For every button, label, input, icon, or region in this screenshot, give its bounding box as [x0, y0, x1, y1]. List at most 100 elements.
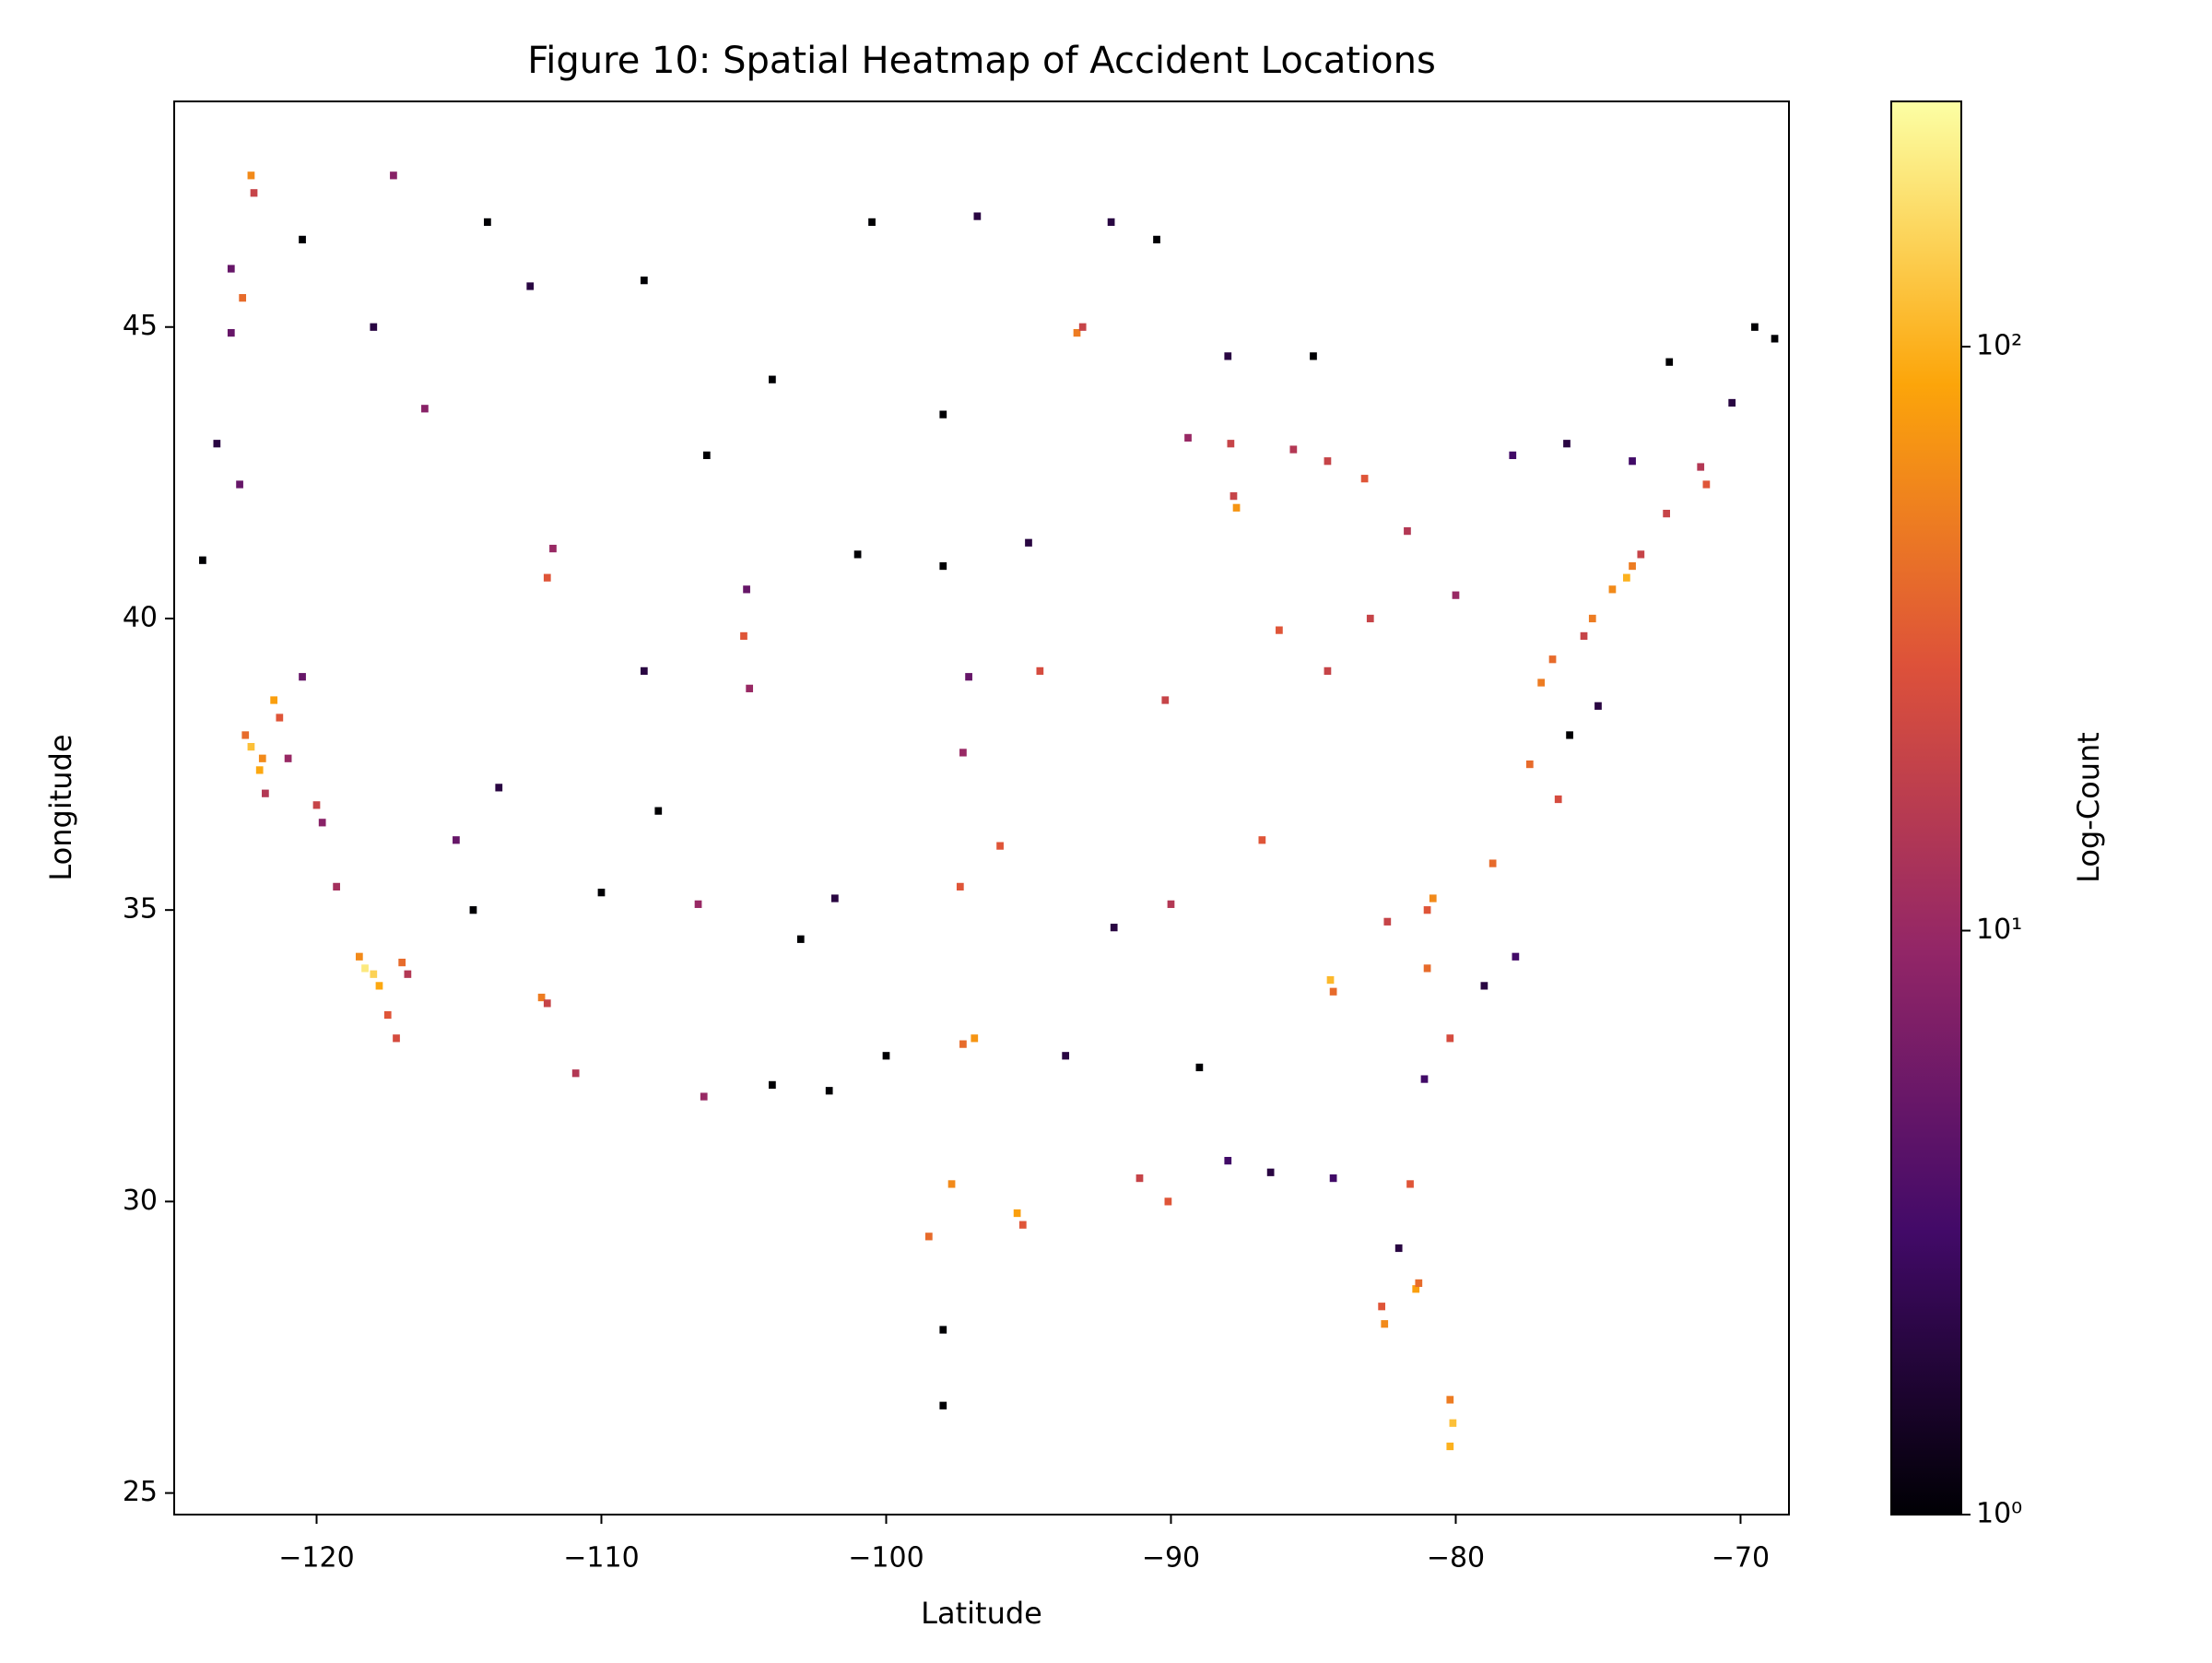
heat-cell — [924, 1233, 933, 1241]
heat-cell — [1420, 1075, 1429, 1083]
heat-cell — [1771, 335, 1779, 343]
heat-cell — [939, 1401, 947, 1409]
colorbar — [1891, 101, 1961, 1515]
heat-cell — [355, 952, 363, 961]
heat-cell — [654, 807, 663, 815]
heat-cell — [1429, 894, 1437, 902]
heat-cell — [1078, 323, 1087, 331]
heat-cell — [694, 900, 702, 908]
y-tick-label: 40 — [123, 601, 158, 633]
heat-cell — [1036, 666, 1044, 675]
heat-cell — [1637, 550, 1645, 559]
heatmap — [199, 171, 1779, 1451]
heat-cell — [1161, 696, 1170, 704]
heat-cell — [1412, 1285, 1420, 1293]
heat-cell — [1608, 585, 1617, 594]
heat-cell — [1366, 614, 1374, 623]
heat-cell — [1446, 1442, 1454, 1451]
x-tick-label: −110 — [563, 1542, 639, 1575]
heat-cell — [1324, 666, 1332, 675]
heat-cell — [1423, 906, 1431, 914]
heat-cell — [740, 631, 747, 641]
x-tick-label: −70 — [1712, 1542, 1770, 1575]
heat-cell — [831, 894, 839, 902]
heat-cell — [239, 294, 247, 302]
heat-cell — [255, 766, 264, 774]
heat-cell — [1629, 561, 1636, 571]
heat-cell — [1289, 445, 1298, 454]
heat-cell — [947, 1180, 956, 1188]
heat-cell — [1135, 1174, 1144, 1183]
heat-cell — [526, 282, 535, 290]
heat-cell — [361, 964, 369, 973]
heat-cell — [1073, 328, 1081, 337]
heat-cell — [1449, 1419, 1457, 1427]
heat-cell — [1383, 917, 1392, 926]
colorbar-frame — [1890, 100, 1962, 1516]
heat-cell — [375, 982, 383, 990]
heat-cell — [1406, 1180, 1414, 1188]
heat-cell — [769, 375, 776, 383]
heat-cell — [1415, 1279, 1423, 1288]
heat-cell — [1751, 323, 1759, 331]
heat-cell — [1665, 358, 1674, 366]
heat-cell — [1697, 463, 1705, 471]
heat-cell — [700, 1092, 708, 1101]
heat-cell — [227, 265, 235, 273]
heat-cell — [1232, 503, 1241, 512]
heat-cell — [370, 970, 378, 978]
heat-cell — [1018, 1221, 1027, 1229]
heat-cell — [1554, 795, 1562, 804]
heat-cell — [1224, 1157, 1232, 1165]
heat-cell — [1360, 475, 1369, 483]
heat-cell — [390, 171, 397, 180]
heat-cell — [1702, 480, 1711, 489]
heat-cell — [640, 666, 648, 675]
heat-cell — [199, 556, 206, 564]
heat-cell — [1488, 859, 1497, 867]
heat-cell — [959, 749, 967, 757]
heat-cell — [1224, 352, 1232, 360]
heat-cell — [743, 585, 750, 594]
heat-cell — [1184, 433, 1192, 442]
heat-cell — [1446, 1034, 1454, 1043]
heat-cell — [1423, 964, 1431, 973]
x-tick-label: −120 — [278, 1542, 354, 1575]
heat-cell — [1164, 1197, 1172, 1206]
heat-cell — [971, 1034, 979, 1043]
heat-cell — [543, 573, 551, 582]
colorbar-label: Log-Count — [2071, 732, 2106, 883]
heat-cell — [1566, 731, 1573, 739]
heat-cell — [1629, 457, 1636, 466]
heat-cell — [1167, 900, 1175, 908]
heat-cell — [1588, 614, 1596, 623]
heat-cell — [939, 1326, 947, 1334]
heat-cell — [213, 440, 221, 448]
plot-frame — [173, 100, 1790, 1516]
heat-cell — [1663, 510, 1670, 518]
heat-cell — [702, 451, 711, 459]
heat-cell — [299, 673, 306, 681]
heat-cell — [1378, 1303, 1385, 1311]
heat-cell — [965, 673, 972, 681]
heat-cell — [1404, 526, 1411, 536]
heat-cell — [236, 480, 243, 489]
heat-cell — [1537, 678, 1546, 687]
heat-cell — [262, 789, 269, 797]
heat-cell — [393, 1034, 400, 1043]
heat-cell — [1025, 538, 1032, 547]
heat-cell — [1153, 235, 1160, 243]
heat-cell — [1329, 1174, 1337, 1183]
heat-cell — [825, 1087, 833, 1095]
heat-cell — [1509, 451, 1517, 459]
heat-cell — [250, 189, 258, 197]
heat-cell — [383, 1010, 392, 1020]
heat-cell — [299, 235, 306, 243]
heat-cell — [1110, 924, 1118, 932]
heat-cell — [1258, 836, 1266, 844]
x-axis-label: Latitude — [921, 1596, 1042, 1631]
heat-cell — [258, 754, 266, 762]
chart-title: Figure 10: Spatial Heatmap of Accident L… — [527, 40, 1436, 82]
heat-cell — [227, 328, 235, 337]
y-tick-label: 35 — [123, 893, 158, 926]
